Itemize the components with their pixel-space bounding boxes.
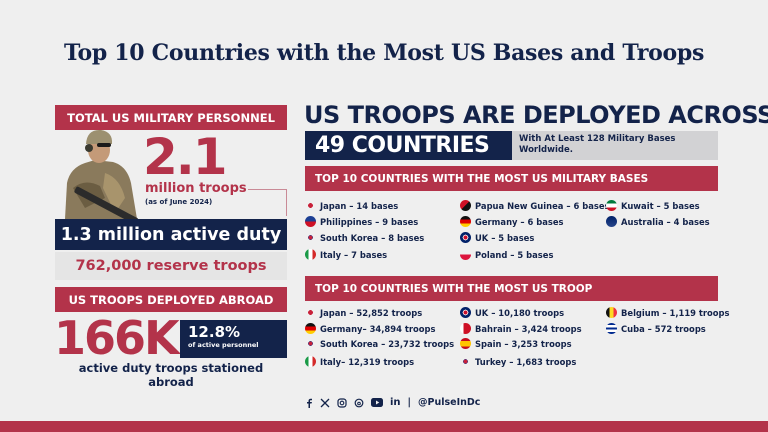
list-item-label: Bahrain – 3,424 troops (475, 323, 582, 334)
bottom-bar (0, 421, 768, 432)
footer-handle[interactable]: @PulseInDc (418, 397, 481, 408)
poland-flag-icon (460, 249, 471, 260)
list-item: Germany– 34,894 troops (305, 323, 435, 334)
list-item: Australia – 4 bases (606, 216, 710, 227)
list-item: Belgium – 1,119 troops (606, 307, 730, 318)
list-item: Papua New Guinea – 6 bases (460, 200, 610, 211)
footer-separator: | (407, 397, 412, 408)
list-item: Poland – 5 bases (460, 249, 553, 260)
cuba-flag-icon (606, 323, 617, 334)
italy-flag-icon (305, 249, 316, 260)
papua-new-guinea-flag-icon (460, 200, 471, 211)
reserve-troops: 762,000 reserve troops (55, 252, 287, 280)
philippines-flag-icon (305, 216, 316, 227)
list-item: Italy – 7 bases (305, 249, 387, 260)
abroad-percent-label: of active personnel (188, 340, 259, 349)
list-item-label: UK – 10,180 troops (475, 307, 565, 318)
connector-line (248, 189, 287, 190)
list-item-label: Philippines – 9 bases (320, 216, 419, 227)
list-item-label: South Korea – 23,732 troops (320, 338, 455, 349)
list-item-label: Italy – 7 bases (320, 249, 388, 260)
personnel-header: TOTAL US MILITARY PERSONNEL (55, 105, 287, 130)
bases-header: TOP 10 COUNTRIES WITH THE MOST US MILITA… (305, 166, 718, 191)
list-item-label: Spain – 3,253 troops (475, 338, 572, 349)
youtube-icon[interactable] (371, 398, 383, 407)
kuwait-flag-icon (606, 200, 617, 211)
list-item-label: Kuwait – 5 bases (621, 200, 700, 211)
list-item: Japan – 14 bases (305, 200, 398, 211)
troops-header: TOP 10 COUNTRIES WITH THE MOST US TROOP (305, 276, 718, 301)
x-icon[interactable] (320, 398, 330, 408)
list-item: Philippines – 9 bases (305, 216, 418, 227)
uk-flag-icon (460, 307, 471, 318)
list-item-label: UK – 5 bases (475, 232, 535, 243)
list-item: Kuwait – 5 bases (606, 200, 700, 211)
abroad-percent: 12.8% (188, 323, 241, 341)
australia-flag-icon (606, 216, 617, 227)
list-item-label: Papua New Guinea – 6 bases (475, 200, 610, 211)
south-korea-flag-icon (460, 356, 471, 367)
threads-icon[interactable] (354, 398, 364, 408)
active-duty: 1.3 million active duty (55, 219, 287, 250)
bahrain-flag-icon (460, 323, 471, 334)
list-item-label: Turkey – 1,683 troops (475, 356, 577, 367)
list-item: Germany – 6 bases (460, 216, 564, 227)
list-item: Bahrain – 3,424 troops (460, 323, 582, 334)
list-item-label: Poland – 5 bases (475, 249, 554, 260)
list-item: South Korea – 8 bases (305, 232, 424, 243)
total-value: 2.1 (143, 128, 228, 186)
list-item-label: Belgium – 1,119 troops (621, 307, 730, 318)
south-korea-flag-icon (305, 232, 316, 243)
italy-flag-icon (305, 356, 316, 367)
page-title: Top 10 Countries with the Most US Bases … (63, 40, 705, 66)
germany-flag-icon (305, 323, 316, 334)
list-item: UK – 5 bases (460, 232, 534, 243)
bases-note: With At Least 128 Military Bases Worldwi… (512, 131, 718, 160)
list-item: Japan – 52,852 troops (305, 307, 422, 318)
list-item-label: Japan – 14 bases (320, 200, 399, 211)
spain-flag-icon (460, 338, 471, 349)
list-item-label: Germany– 34,894 troops (320, 323, 436, 334)
japan-flag-icon (305, 200, 316, 211)
uk-flag-icon (460, 232, 471, 243)
list-item: Turkey – 1,683 troops (460, 356, 576, 367)
list-item: Italy– 12,319 troops (305, 356, 414, 367)
germany-flag-icon (460, 216, 471, 227)
abroad-value: 166K (54, 311, 180, 365)
abroad-header: US TROOPS DEPLOYED ABROAD (55, 287, 287, 312)
soldier-image (65, 129, 139, 219)
list-item: Cuba – 572 troops (606, 323, 706, 334)
list-item-label: South Korea – 8 bases (320, 232, 425, 243)
total-note: (as of June 2024) (145, 198, 213, 206)
list-item-label: Japan – 52,852 troops (320, 307, 423, 318)
list-item-label: Italy– 12,319 troops (320, 356, 415, 367)
linkedin-icon[interactable]: in (390, 397, 401, 408)
japan-flag-icon (305, 307, 316, 318)
connector-line-vertical (286, 189, 287, 216)
south-korea-flag-icon (305, 338, 316, 349)
instagram-icon[interactable] (337, 397, 347, 408)
list-item: South Korea – 23,732 troops (305, 338, 454, 349)
list-item-label: Cuba – 572 troops (621, 323, 706, 334)
abroad-percent-box: 12.8% of active personnel (180, 320, 287, 358)
belgium-flag-icon (606, 307, 617, 318)
headline: US TROOPS ARE DEPLOYED ACROSS (304, 101, 768, 129)
list-item: Spain – 3,253 troops (460, 338, 572, 349)
abroad-caption: active duty troops stationed abroad (78, 361, 264, 389)
list-item-label: Germany – 6 bases (475, 216, 564, 227)
countries-count: 49 COUNTRIES (305, 131, 512, 160)
footer: in | @PulseInDc (305, 397, 480, 408)
total-unit: million troops (145, 181, 247, 196)
list-item-label: Australia – 4 bases (621, 216, 710, 227)
list-item: UK – 10,180 troops (460, 307, 564, 318)
facebook-icon[interactable] (305, 398, 313, 408)
